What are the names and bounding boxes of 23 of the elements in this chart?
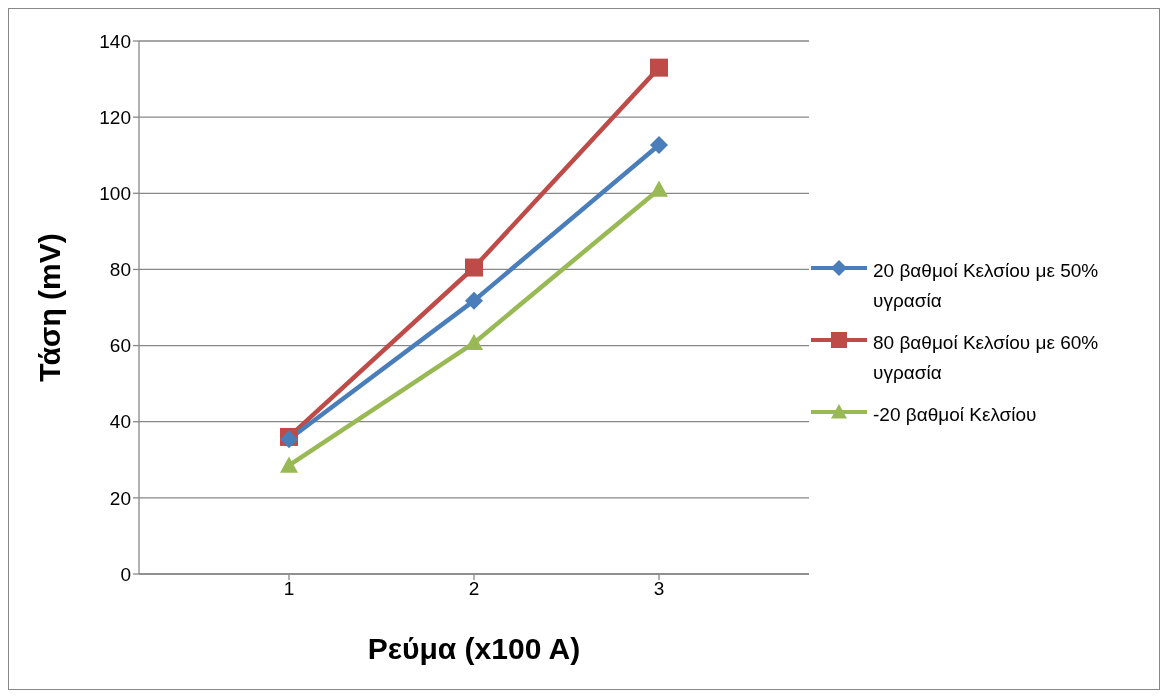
point <box>280 456 298 473</box>
point <box>465 291 483 310</box>
y-tick-label: 100 <box>99 183 131 205</box>
y-tick-label: 0 <box>120 563 131 585</box>
y-tick-label: 40 <box>109 411 131 433</box>
x-tick-label: 3 <box>653 578 665 600</box>
legend-label: 80 βαθμοί Κελσίου με 60% υγρασία <box>873 331 1100 385</box>
y-tick-label: 20 <box>109 487 131 509</box>
y-tick-label: 80 <box>109 259 131 281</box>
y-tick-label: 120 <box>99 106 131 128</box>
y-axis-title: Τάση (mV) <box>32 233 66 382</box>
y-tick-label: 140 <box>99 30 131 52</box>
x-tick-label: 2 <box>468 578 480 600</box>
x-tick-label: 1 <box>283 578 295 600</box>
point <box>650 180 668 197</box>
x-axis-title: Ρεύμα (x100 A) <box>367 632 581 665</box>
point <box>465 258 483 277</box>
point <box>650 135 668 154</box>
point <box>650 58 668 77</box>
y-tick-label: 60 <box>109 335 131 357</box>
legend-label: 20 βαθμοί Κελσίου με 50% υγρασία <box>873 259 1100 313</box>
point <box>465 333 483 351</box>
legend-label: -20 βαθμοί Κελσίου <box>873 403 1037 427</box>
